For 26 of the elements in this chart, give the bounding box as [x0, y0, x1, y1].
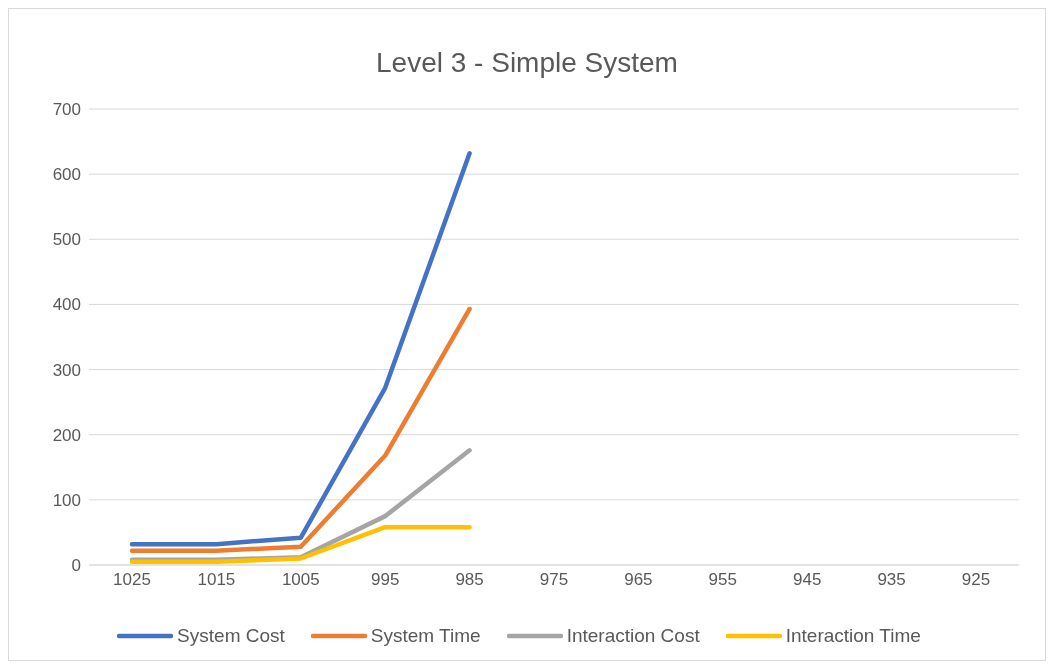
- legend-label: Interaction Time: [785, 625, 921, 647]
- legend-label: System Cost: [177, 625, 285, 647]
- x-tick-label: 935: [877, 570, 906, 590]
- x-tick-label: 985: [455, 570, 484, 590]
- x-tick-label: 1015: [197, 570, 236, 590]
- legend-label: System Time: [370, 625, 481, 647]
- y-tick-label: 300: [52, 360, 81, 380]
- y-tick-label: 500: [52, 230, 81, 250]
- y-tick-label: 700: [52, 100, 81, 120]
- y-tick-label: 400: [52, 295, 81, 315]
- x-tick-label: 965: [624, 570, 653, 590]
- chart-title: Level 3 - Simple System: [375, 46, 679, 80]
- x-tick-label: 1005: [281, 570, 320, 590]
- line-series: [129, 306, 472, 553]
- line-series: [129, 151, 472, 547]
- x-tick-label: 955: [708, 570, 737, 590]
- x-tick-label: 925: [961, 570, 991, 590]
- x-tick-label: 975: [539, 570, 569, 590]
- x-tick-label: 945: [793, 570, 822, 590]
- legend-label: Interaction Cost: [566, 625, 700, 647]
- x-tick-label: 1025: [113, 570, 151, 590]
- y-tick-label: 0: [71, 556, 81, 576]
- x-tick-label: 995: [371, 570, 400, 590]
- y-tick-label: 600: [52, 165, 81, 185]
- y-tick-label: 200: [52, 425, 81, 445]
- y-tick-label: 100: [52, 490, 81, 510]
